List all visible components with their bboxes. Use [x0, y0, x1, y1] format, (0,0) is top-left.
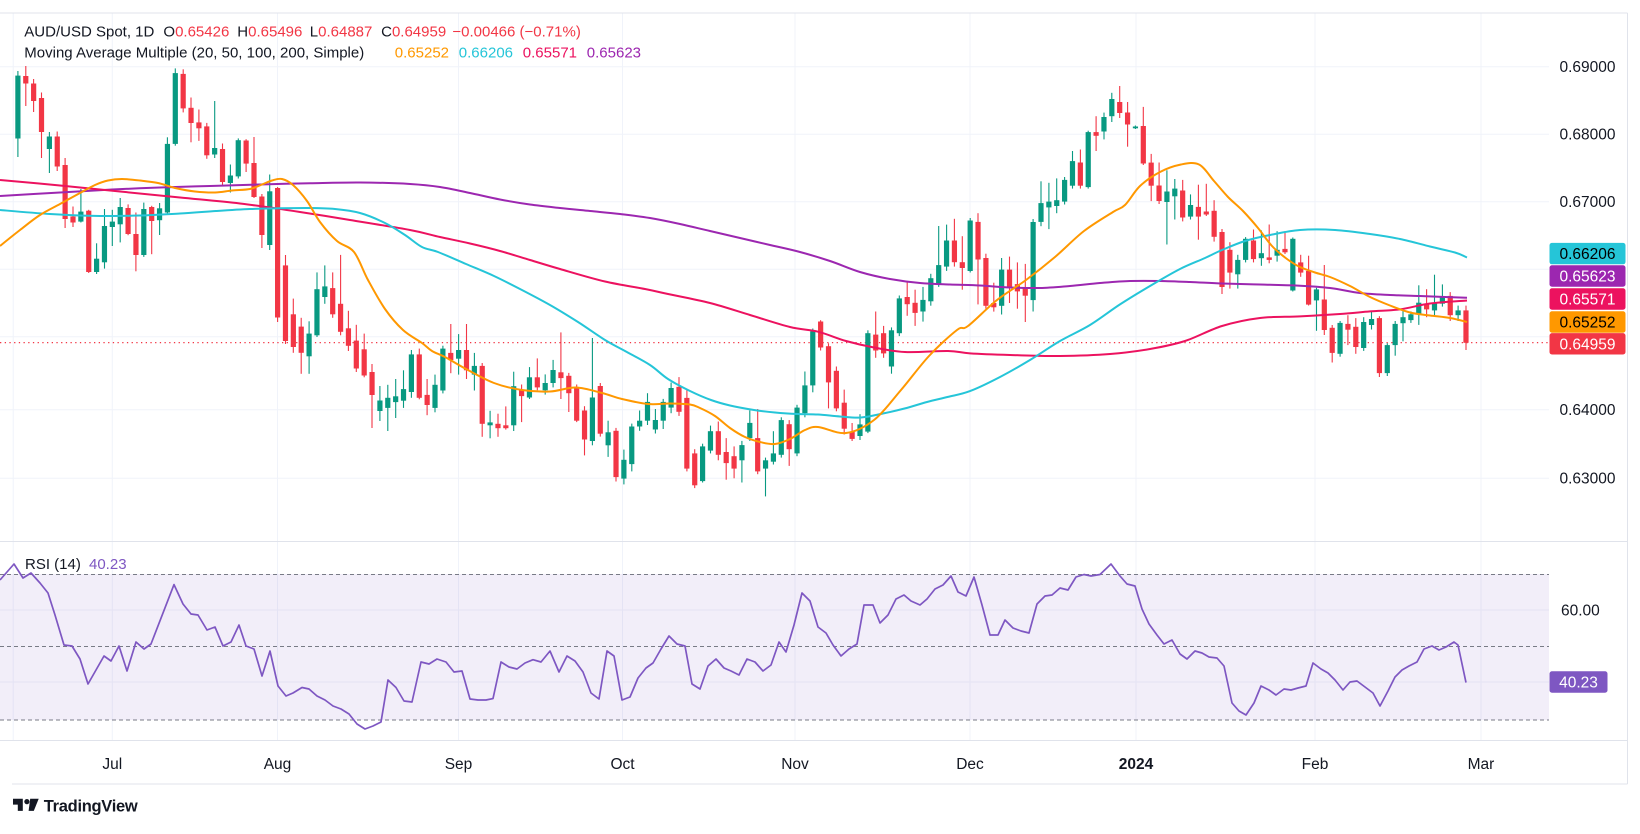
svg-text:RSI (14): RSI (14)	[25, 556, 81, 573]
svg-text:Feb: Feb	[1302, 756, 1329, 773]
svg-text:0.65623: 0.65623	[1559, 269, 1615, 286]
svg-text:Mar: Mar	[1468, 756, 1495, 773]
svg-text:H0.65496: H0.65496	[237, 24, 302, 41]
svg-text:TradingView: TradingView	[44, 798, 138, 816]
svg-text:2024: 2024	[1119, 756, 1154, 773]
svg-text:40.23: 40.23	[1559, 675, 1598, 692]
svg-text:Jul: Jul	[102, 756, 122, 773]
svg-text:0.69000: 0.69000	[1560, 59, 1616, 76]
svg-text:0.65571: 0.65571	[523, 45, 577, 62]
svg-text:AUD/USD Spot, 1D: AUD/USD Spot, 1D	[24, 24, 154, 41]
svg-text:60.00: 60.00	[1561, 603, 1600, 620]
svg-text:0.66206: 0.66206	[459, 45, 513, 62]
svg-text:0.64000: 0.64000	[1560, 402, 1616, 419]
svg-text:0.63000: 0.63000	[1560, 471, 1616, 488]
svg-text:0.65571: 0.65571	[1559, 292, 1615, 309]
svg-text:Nov: Nov	[781, 756, 809, 773]
svg-text:Moving Average Multiple (20, 5: Moving Average Multiple (20, 50, 100, 20…	[24, 45, 364, 62]
svg-text:0.68000: 0.68000	[1560, 127, 1616, 144]
svg-text:L0.64887: L0.64887	[310, 24, 373, 41]
svg-text:Dec: Dec	[956, 756, 984, 773]
svg-text:0.66206: 0.66206	[1559, 246, 1615, 263]
svg-text:0.65623: 0.65623	[587, 45, 641, 62]
svg-text:−0.00466 (−0.71%): −0.00466 (−0.71%)	[452, 24, 580, 41]
svg-text:C0.64959: C0.64959	[381, 24, 446, 41]
svg-text:0.65252: 0.65252	[395, 45, 449, 62]
svg-text:O0.65426: O0.65426	[163, 24, 229, 41]
svg-text:Sep: Sep	[445, 756, 473, 773]
svg-text:40.23: 40.23	[89, 556, 127, 573]
svg-text:Oct: Oct	[610, 756, 635, 773]
svg-text:0.65252: 0.65252	[1559, 315, 1615, 332]
svg-text:Aug: Aug	[264, 756, 292, 773]
svg-text:0.64959: 0.64959	[1559, 336, 1615, 353]
svg-text:0.67000: 0.67000	[1560, 194, 1616, 211]
